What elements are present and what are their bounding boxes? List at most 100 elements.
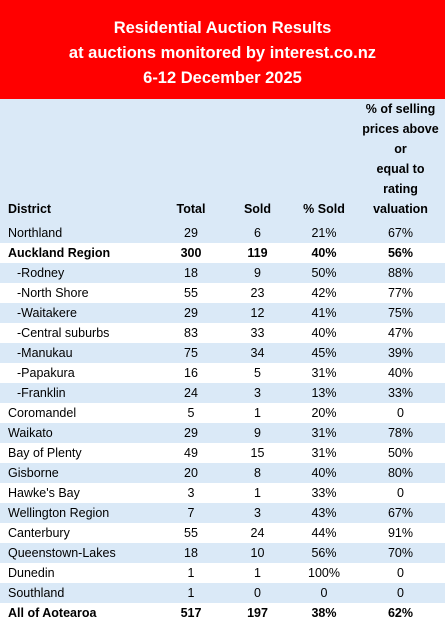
- cell-pct-above: 80%: [387, 466, 414, 480]
- cell-total: 1: [187, 586, 195, 600]
- cell-district: Gisborne: [8, 466, 59, 480]
- cell-sold: 1: [254, 486, 261, 500]
- cell-district: Coromandel: [8, 406, 77, 420]
- cell-pct-above: 40%: [387, 366, 414, 380]
- cell-pct-above: 91%: [387, 526, 414, 540]
- cell-district: -North Shore: [17, 286, 89, 300]
- table-row: Queenstown-Lakes 18 10 56% 70%: [0, 543, 445, 563]
- cell-pct-sold: 21%: [311, 226, 337, 240]
- cell-sold: 8: [254, 466, 261, 480]
- cell-pct-sold: 100%: [308, 566, 340, 580]
- cell-district: -Franklin: [17, 386, 66, 400]
- cell-sold: 5: [254, 366, 261, 380]
- cell-sold: 197: [247, 606, 268, 620]
- cell-district: Auckland Region: [8, 246, 111, 260]
- cell-total: 75: [184, 346, 198, 360]
- cell-total: 29: [184, 226, 198, 240]
- cell-total: 3: [187, 486, 195, 500]
- cell-total: 20: [184, 466, 198, 480]
- cell-pct-sold: 50%: [311, 266, 337, 280]
- title-line-3: 6-12 December 2025: [143, 69, 302, 87]
- cell-total: 7: [187, 506, 195, 520]
- cell-pct-sold: 43%: [311, 506, 337, 520]
- table-row: -Rodney 18 9 50% 88%: [0, 263, 445, 283]
- cell-total: 29: [184, 306, 198, 320]
- cell-pct-above: 39%: [387, 346, 414, 360]
- cell-pct-above: 56%: [387, 246, 414, 260]
- cell-district: Dunedin: [8, 566, 55, 580]
- table-row: Dunedin 1 1 100% 0: [0, 563, 445, 583]
- table-row: -Franklin 24 3 13% 33%: [0, 383, 445, 403]
- cell-pct-sold: 40%: [311, 466, 337, 480]
- cell-district: -Manukau: [17, 346, 73, 360]
- cell-sold: 0: [254, 586, 261, 600]
- cell-pct-above: 50%: [387, 446, 414, 460]
- cell-pct-above: 88%: [387, 266, 414, 280]
- cell-pct-sold: 31%: [311, 366, 337, 380]
- cell-sold: 119: [247, 246, 268, 260]
- cell-district: Southland: [8, 586, 65, 600]
- cell-sold: 34: [250, 346, 265, 360]
- header-row: District Total Sold % Sold % of selling …: [0, 99, 445, 223]
- table-row: -Central suburbs 83 33 40% 47%: [0, 323, 445, 343]
- cell-total: 517: [180, 606, 202, 620]
- cell-district: All of Aotearoa: [8, 606, 97, 620]
- cell-total: 29: [184, 426, 198, 440]
- cell-pct-above: 0: [397, 486, 404, 500]
- table-row: -Manukau 75 34 45% 39%: [0, 343, 445, 363]
- cell-sold: 24: [250, 526, 265, 540]
- cell-pct-sold: 0: [320, 586, 328, 600]
- header-pct-above-line-2: prices above or: [362, 122, 439, 156]
- cell-sold: 6: [254, 226, 261, 240]
- auction-results-table: District Total Sold % Sold % of selling …: [0, 99, 445, 623]
- cell-pct-sold: 20%: [311, 406, 337, 420]
- cell-pct-sold: 31%: [311, 446, 337, 460]
- cell-total: 55: [184, 526, 198, 540]
- cell-pct-above: 62%: [387, 606, 414, 620]
- cell-total: 5: [187, 406, 195, 420]
- cell-sold: 9: [254, 266, 261, 280]
- table-row: Northland 29 6 21% 67%: [0, 223, 445, 243]
- cell-total: 55: [184, 286, 198, 300]
- table-row: Hawke's Bay 3 1 33% 0: [0, 483, 445, 503]
- cell-sold: 3: [254, 506, 261, 520]
- cell-sold: 9: [254, 426, 261, 440]
- cell-pct-above: 0: [397, 586, 404, 600]
- table-header: District Total Sold % Sold % of selling …: [0, 99, 445, 223]
- cell-district: Waikato: [8, 426, 53, 440]
- cell-district: Bay of Plenty: [8, 446, 82, 460]
- table-row: Gisborne 20 8 40% 80%: [0, 463, 445, 483]
- cell-total: 1: [187, 566, 195, 580]
- title-line-1: Residential Auction Results: [113, 19, 332, 37]
- cell-total: 16: [184, 366, 198, 380]
- header-district: District: [8, 202, 52, 216]
- cell-district: Wellington Region: [8, 506, 110, 520]
- cell-district: -Central suburbs: [17, 326, 110, 340]
- cell-total: 83: [184, 326, 198, 340]
- cell-pct-sold: 31%: [311, 426, 337, 440]
- cell-sold: 10: [250, 546, 265, 560]
- cell-pct-above: 33%: [387, 386, 414, 400]
- header-pct-above-line-1: % of selling: [365, 102, 436, 116]
- cell-district: Hawke's Bay: [8, 486, 80, 500]
- table-row: Canterbury 55 24 44% 91%: [0, 523, 445, 543]
- cell-pct-above: 78%: [387, 426, 414, 440]
- cell-total: 300: [180, 246, 202, 260]
- table-row: Waikato 29 9 31% 78%: [0, 423, 445, 443]
- table-row: -North Shore 55 23 42% 77%: [0, 283, 445, 303]
- cell-pct-sold: 41%: [311, 306, 337, 320]
- cell-pct-sold: 44%: [311, 526, 337, 540]
- table-row: -Waitakere 29 12 41% 75%: [0, 303, 445, 323]
- cell-pct-sold: 42%: [311, 286, 337, 300]
- cell-district: -Papakura: [17, 366, 75, 380]
- cell-pct-above: 67%: [387, 226, 414, 240]
- table-row: Wellington Region 7 3 43% 67%: [0, 503, 445, 523]
- table-row: -Papakura 16 5 31% 40%: [0, 363, 445, 383]
- cell-total: 24: [184, 386, 198, 400]
- cell-pct-above: 70%: [387, 546, 414, 560]
- cell-total: 18: [184, 546, 198, 560]
- cell-pct-above: 77%: [387, 286, 414, 300]
- header-pct-sold: % Sold: [303, 202, 345, 216]
- title-banner: Residential Auction Results at auctions …: [0, 0, 445, 99]
- title-line-2: at auctions monitored by interest.co.nz: [68, 44, 377, 62]
